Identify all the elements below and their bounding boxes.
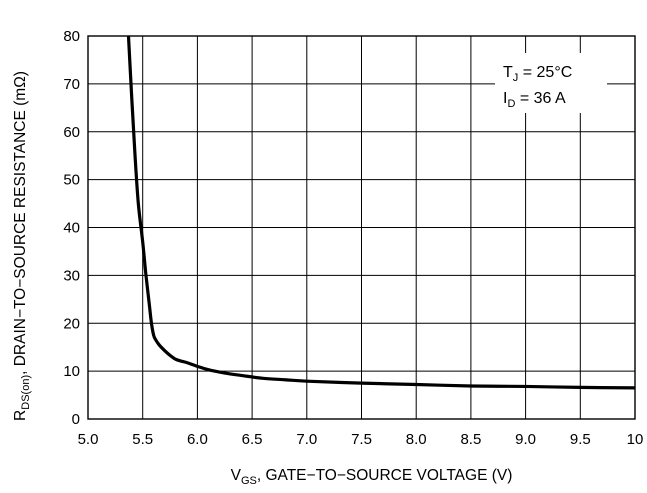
x-tick-label: 10 [627,431,644,448]
x-axis-title-subscript: GS [241,475,257,487]
annotation-background [495,53,607,113]
plot-area-frame [87,35,636,420]
annotation-temp-value: = 25°C [518,64,572,81]
x-axis-title-text: , GATE−TO−SOURCE VOLTAGE (V) [257,467,513,484]
x-tick-label: 8.0 [406,431,427,448]
x-tick-label: 7.5 [351,431,372,448]
annotation-line-drain-current: ID = 36 A [503,90,566,110]
y-tick-label: 10 [63,363,80,380]
x-axis-title-symbol: V [231,467,242,484]
y-tick-label: 50 [63,172,80,189]
series [126,35,636,390]
y-tick-labels: 0 10 20 30 40 50 60 70 80 [63,28,80,428]
y-tick-label: 20 [63,315,80,332]
y-axis-title-subscript: DS(on) [20,375,32,410]
x-tick-label: 7.0 [296,431,317,448]
x-tick-label: 6.0 [187,431,208,448]
x-tick-label: 5.5 [132,431,153,448]
y-tick-label: 40 [63,220,80,237]
y-tick-label: 60 [63,124,80,141]
y-axis-title-symbol: R [12,410,29,421]
annotation-temp-subscript: J [513,72,519,84]
series-line-0 [126,35,636,390]
x-tick-label: 8.5 [460,431,481,448]
x-tick-labels: 5.0 5.5 6.0 6.5 7.0 7.5 8.0 8.5 9.0 9.5 10 [78,431,644,448]
annotation-box: TJ = 25°C ID = 36 A [495,53,607,113]
annotation-current-symbol: I [503,90,507,107]
annotation-current-subscript: D [507,98,515,110]
x-tick-label: 9.0 [515,431,536,448]
x-tick-label: 9.5 [570,431,591,448]
x-axis-title: VGS, GATE−TO−SOURCE VOLTAGE (V) [231,467,513,487]
annotation-temp-symbol: T [503,64,513,81]
y-tick-label: 30 [63,267,80,284]
annotation-current-value: = 36 A [515,90,566,107]
y-axis-title: RDS(on), DRAIN−TO−SOURCE RESISTANCE (mΩ) [12,71,32,421]
y-tick-label: 0 [72,411,80,428]
annotation-line-junction-temp: TJ = 25°C [503,64,572,84]
y-tick-label: 80 [63,28,80,45]
x-tick-label: 6.5 [242,431,263,448]
y-tick-label: 70 [63,76,80,93]
y-axis-title-text: , DRAIN−TO−SOURCE RESISTANCE (mΩ) [12,71,29,375]
x-tick-label: 5.0 [78,431,99,448]
